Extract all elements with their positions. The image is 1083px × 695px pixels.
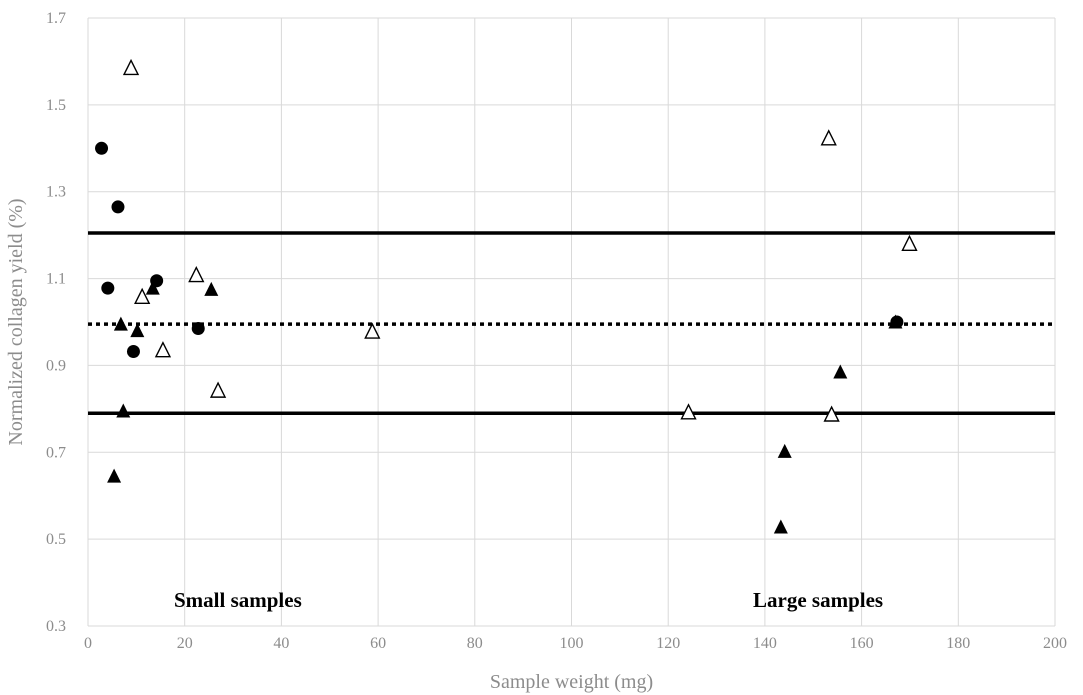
y-tick-label: 1.7	[46, 10, 66, 27]
data-point-triangle-filled	[107, 468, 122, 483]
annotations: Small samples Large samples	[174, 588, 883, 612]
data-points	[95, 58, 918, 534]
x-axis-title: Sample weight (mg)	[490, 671, 653, 693]
data-point-triangle-filled	[204, 281, 219, 296]
data-point-triangle-open	[209, 381, 227, 398]
data-point-circle	[126, 345, 140, 359]
data-point-circle	[101, 281, 115, 295]
data-point-triangle-open	[188, 266, 205, 283]
y-tick-label: 0.5	[46, 531, 66, 548]
data-point-circle	[111, 200, 125, 214]
y-tick-label: 0.3	[46, 618, 66, 635]
y-tick-label: 1.3	[46, 184, 66, 201]
data-point-triangle-open	[901, 234, 918, 252]
data-point-circle	[95, 141, 109, 155]
x-tick-label: 200	[1043, 635, 1067, 652]
x-tick-label: 0	[84, 635, 92, 652]
x-tick-label: 140	[753, 635, 777, 652]
x-tick-label: 20	[177, 635, 193, 652]
x-tick-label: 80	[467, 635, 483, 652]
x-tick-label: 40	[273, 635, 289, 652]
y-axis-title: Normalized collagen yield (%)	[5, 198, 27, 445]
data-point-triangle-filled	[130, 323, 145, 338]
y-tick-label: 0.7	[46, 444, 66, 461]
gridlines	[87, 17, 1056, 627]
data-point-triangle-open	[680, 403, 697, 420]
data-point-triangle-filled	[888, 314, 903, 329]
reference-lines	[88, 231, 1055, 415]
x-tick-label: 120	[656, 635, 680, 652]
data-point-triangle-filled	[833, 364, 848, 379]
y-tick-label: 1.5	[46, 97, 66, 114]
data-point-triangle-open	[820, 129, 837, 146]
data-point-triangle-filled	[777, 443, 792, 458]
x-tick-label: 60	[370, 635, 386, 652]
data-point-triangle-open	[823, 405, 840, 422]
data-point-triangle-filled	[113, 316, 128, 331]
annotation-label: Large samples	[753, 588, 883, 612]
data-point-triangle-open	[134, 287, 151, 305]
x-tick-label: 100	[560, 635, 584, 652]
data-point-triangle-filled	[145, 280, 160, 295]
y-tick-label: 1.1	[46, 271, 66, 288]
data-point-circle	[191, 322, 205, 336]
data-point-triangle-filled	[773, 519, 788, 534]
data-point-triangle-open	[154, 341, 172, 358]
y-tick-label: 0.9	[46, 357, 66, 374]
annotation-label: Small samples	[174, 588, 302, 612]
x-tick-label: 180	[946, 635, 970, 652]
x-tick-label: 160	[850, 635, 874, 652]
data-point-triangle-filled	[116, 403, 131, 418]
data-point-triangle-open	[364, 322, 381, 339]
tick-labels: 0 20 40 60 80 100 120 140 160 180 200 0.3 0.5 0.7 0.9 1…	[46, 10, 1067, 652]
data-point-triangle-open	[122, 58, 140, 76]
